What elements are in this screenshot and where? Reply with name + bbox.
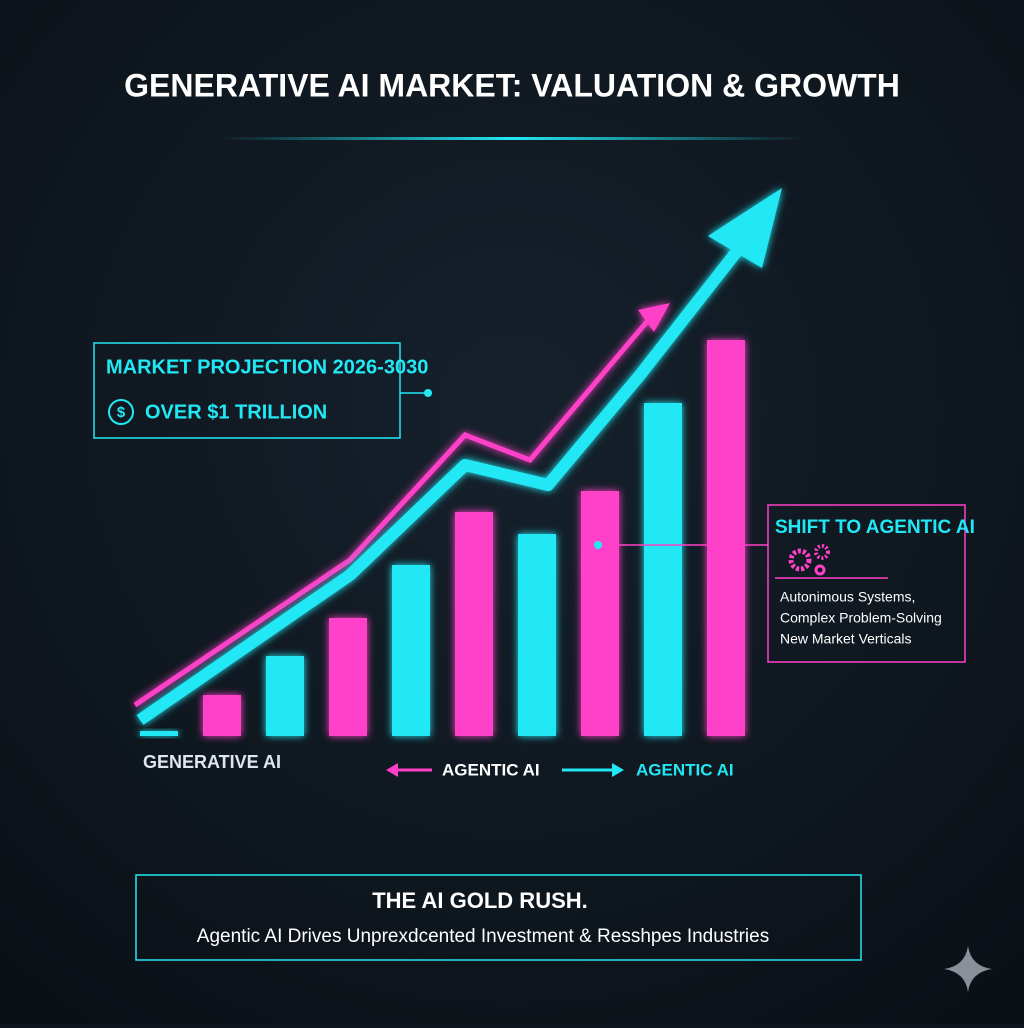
callout-title: MARKET PROJECTION 2026-3030 — [106, 356, 428, 378]
phase-label: AGENTIC AI — [636, 760, 734, 779]
icon-circle — [108, 399, 134, 425]
bar — [203, 695, 241, 736]
callout-title: SHIFT TO AGENTIC AI — [775, 517, 975, 538]
dollar-icon: $ — [117, 404, 126, 421]
callout-line: Complex Problem-Solving — [780, 610, 942, 626]
pink-trend-arrow — [133, 316, 652, 708]
connector-dot — [424, 389, 432, 397]
footer-title: THE AI GOLD RUSH. — [372, 888, 588, 913]
title-rule — [220, 137, 804, 140]
chart-title: GENERATIVE AI MARKET: VALUATION & GROWTH — [124, 67, 900, 103]
phase-label: GENERATIVE AI — [143, 752, 281, 772]
bar — [707, 340, 745, 736]
callout-line: New Market Verticals — [780, 631, 911, 647]
bar — [581, 491, 619, 736]
gear-icon — [788, 548, 812, 572]
pink-arrowhead — [638, 303, 670, 332]
bars — [140, 340, 745, 736]
footer-subtitle: Agentic AI Drives Unprexdcented Investme… — [197, 926, 769, 947]
bar — [266, 656, 304, 736]
callout-text: OVER $1 TRILLION — [145, 401, 327, 423]
cyan-arrowhead — [708, 188, 782, 268]
bar — [455, 512, 493, 736]
footer-box — [135, 874, 862, 961]
gear-icon — [814, 564, 826, 576]
watermark-star — [944, 946, 992, 992]
connector-dot — [594, 541, 602, 549]
callout-line: Autonimous Systems, — [780, 589, 915, 605]
bar — [644, 403, 682, 736]
phase-arrowhead — [612, 763, 624, 777]
cyan-trend-arrow — [136, 228, 757, 725]
callout-box — [767, 504, 966, 663]
bar — [518, 534, 556, 736]
phase-arrowhead — [386, 763, 398, 777]
callout-box — [93, 342, 401, 439]
phase-label: AGENTIC AI — [442, 760, 540, 779]
bar — [392, 565, 430, 736]
bar — [329, 618, 367, 736]
bar — [140, 731, 178, 736]
gear-icon — [814, 544, 830, 560]
